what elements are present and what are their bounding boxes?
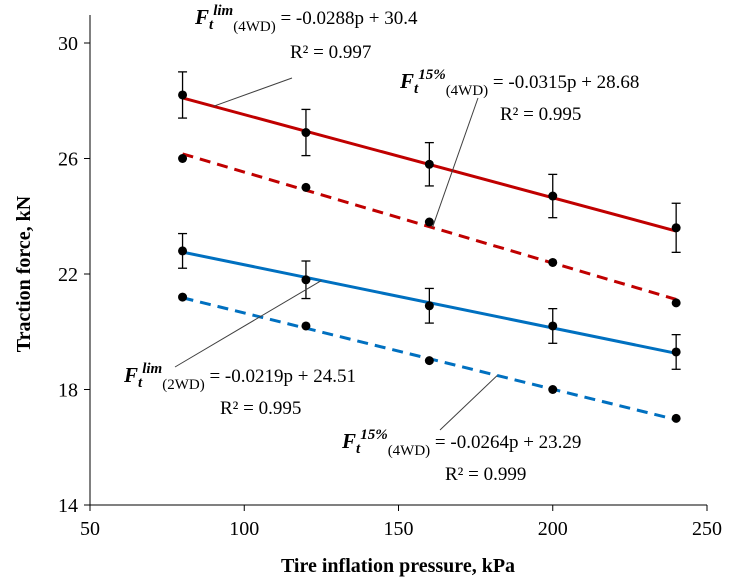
- data-point-p15_2wd: [548, 385, 558, 394]
- data-point-p15_4wd: [671, 298, 681, 308]
- data-point-lim2wd: [548, 321, 558, 331]
- trend-line-p15_4wd: [182, 152, 677, 301]
- leader-line-p15_4wd: [431, 97, 479, 228]
- equation-drive-type: (4WD): [388, 443, 430, 459]
- equation-text: = -0.0315p + 28.68: [488, 72, 639, 93]
- r-squared-lim2wd: R² = 0.995: [220, 398, 301, 419]
- y-tick-label: 22: [58, 264, 78, 286]
- equation-text: = -0.0288p + 30.4: [276, 8, 418, 29]
- data-point-lim4wd: [548, 191, 558, 201]
- equation-labels: Ftlim(4WD) = -0.0288p + 30.4R² = 0.997Ft…: [123, 3, 639, 485]
- data-point-p15_2wd: [178, 292, 188, 302]
- x-tick-label: 250: [692, 518, 722, 540]
- data-point-lim2wd: [671, 347, 681, 357]
- equation-symbol: F: [399, 69, 414, 93]
- r-squared-p15_2wd: R² = 0.999: [445, 464, 526, 485]
- equation-text: = -0.0219p + 24.51: [205, 366, 356, 387]
- y-tick-label: 30: [58, 33, 78, 55]
- data-point-lim4wd: [301, 128, 311, 138]
- equation-drive-type: (4WD): [233, 19, 275, 35]
- equation-superscript: lim: [142, 361, 162, 377]
- data-point-lim4wd: [424, 159, 434, 169]
- equation-subscript: t: [414, 81, 419, 97]
- x-tick-label: 150: [384, 518, 414, 540]
- label-leader-lines: [174, 77, 498, 431]
- data-point-lim2wd: [301, 275, 311, 285]
- x-tick-label: 200: [538, 518, 568, 540]
- data-point-p15_2wd: [671, 413, 681, 423]
- data-point-p15_4wd: [548, 257, 558, 267]
- equation-superscript: lim: [213, 3, 233, 19]
- x-tick-label: 50: [80, 518, 100, 540]
- x-tick-label: 100: [229, 518, 259, 540]
- equation-symbol: F: [341, 429, 356, 453]
- equation-p15_4wd: Ft15%(4WD) = -0.0315p + 28.68: [399, 67, 639, 99]
- y-ticks: 14 18 22 26 30: [58, 33, 90, 517]
- equation-p15_2wd: Ft15%(4WD) = -0.0264p + 23.29: [341, 427, 581, 459]
- data-point-lim4wd: [178, 90, 188, 100]
- leader-line-lim2wd: [174, 280, 322, 368]
- x-axis-title: Tire inflation pressure, kPa: [281, 555, 515, 577]
- data-point-p15_4wd: [301, 182, 311, 192]
- equation-drive-type: (2WD): [162, 377, 204, 393]
- x-ticks: 50 100 150 200 250: [80, 505, 722, 540]
- equation-subscript: t: [138, 375, 143, 391]
- equation-superscript: 15%: [360, 427, 388, 443]
- leader-line-lim4wd: [213, 77, 293, 107]
- equation-text: = -0.0264p + 23.29: [430, 432, 581, 453]
- data-point-p15_2wd: [301, 321, 311, 331]
- equation-symbol: F: [194, 5, 209, 29]
- data-point-lim4wd: [671, 223, 681, 233]
- equation-subscript: t: [356, 441, 361, 457]
- equation-lim2wd: Ftlim(2WD) = -0.0219p + 24.51: [123, 361, 356, 393]
- equation-lim4wd: Ftlim(4WD) = -0.0288p + 30.4: [194, 3, 418, 35]
- equation-superscript: 15%: [418, 67, 446, 83]
- r-squared-lim4wd: R² = 0.997: [290, 42, 371, 63]
- data-point-p15_4wd: [424, 217, 434, 227]
- equation-symbol: F: [123, 363, 138, 387]
- y-tick-label: 26: [58, 149, 78, 171]
- equation-subscript: t: [209, 17, 214, 33]
- data-point-p15_2wd: [424, 356, 434, 366]
- data-point-lim2wd: [424, 301, 434, 311]
- leader-line-p15_2wd: [439, 375, 498, 431]
- y-tick-label: 14: [58, 495, 78, 517]
- y-tick-label: 18: [58, 380, 78, 402]
- data-point-lim2wd: [178, 246, 188, 256]
- data-point-p15_4wd: [178, 154, 188, 163]
- r-squared-p15_4wd: R² = 0.995: [500, 104, 581, 125]
- data-points: [178, 90, 681, 423]
- equation-drive-type: (4WD): [446, 83, 488, 99]
- y-axis-title: Traction force, kN: [13, 195, 35, 352]
